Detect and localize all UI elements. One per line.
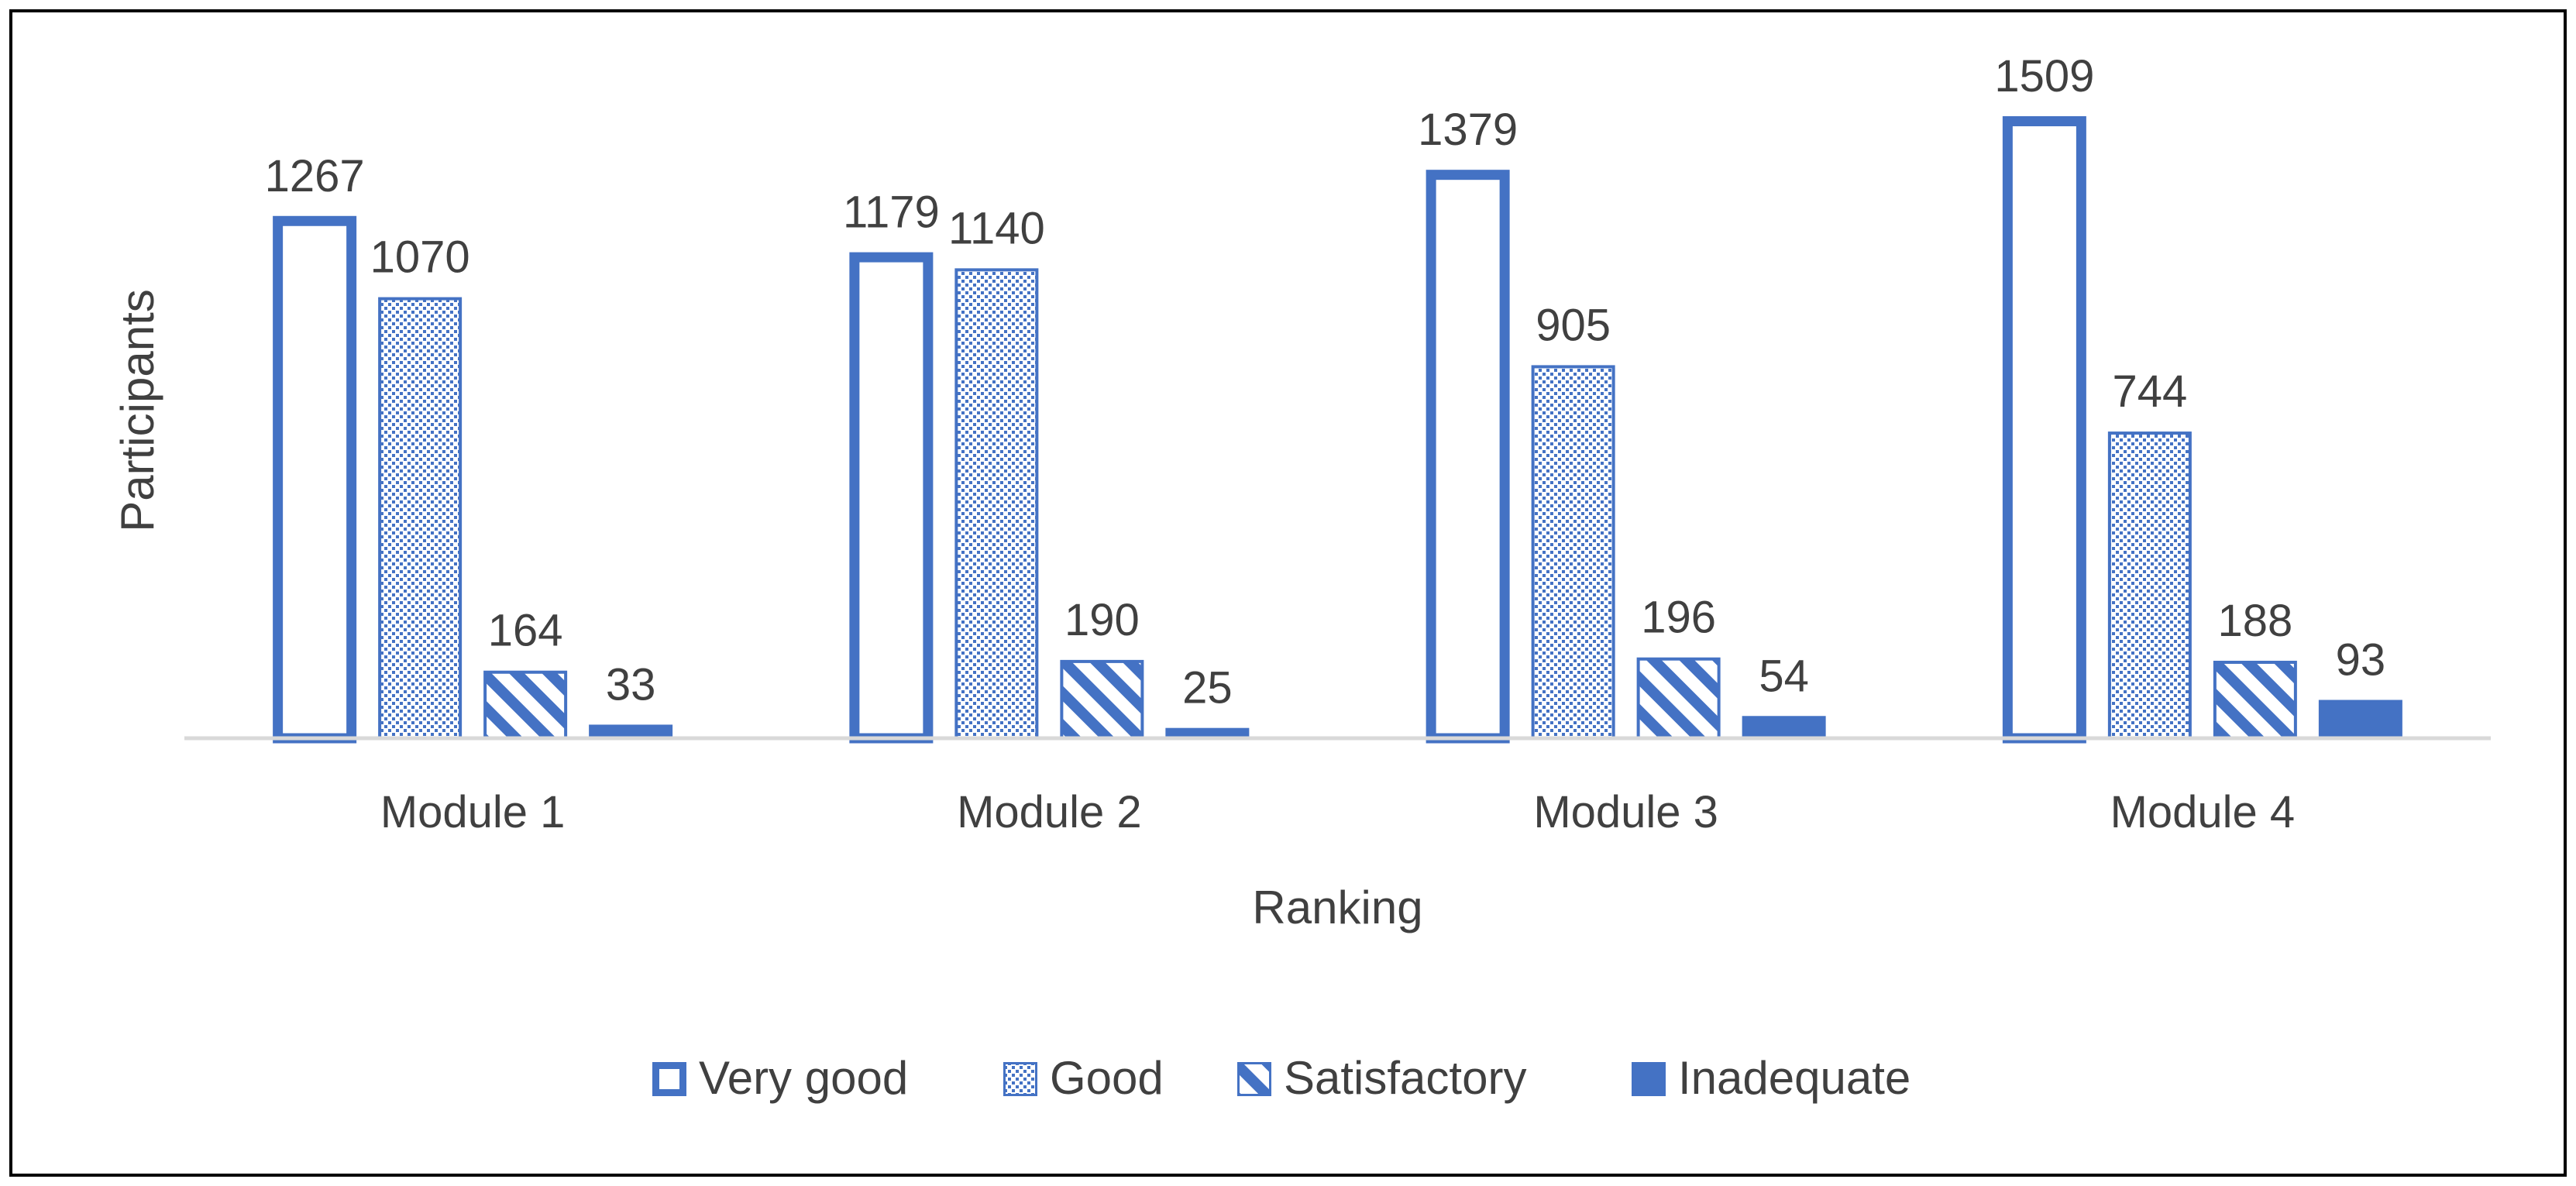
legend-label-inadequate: Inadequate <box>1678 1052 1911 1104</box>
data-label-satisfactory-module-3: 196 <box>1641 593 1716 643</box>
legend-swatch-very-good <box>652 1062 686 1096</box>
legend-label-very-good: Very good <box>699 1052 908 1104</box>
bar-satisfactory-module-2 <box>1060 659 1144 740</box>
bar-very-good-module-2 <box>849 252 934 744</box>
legend-swatch-satisfactory <box>1237 1062 1271 1096</box>
bar-inadequate-module-4 <box>2318 700 2402 738</box>
data-label-good-module-2: 1140 <box>948 203 1045 253</box>
bar-satisfactory-module-4 <box>2213 660 2297 740</box>
data-label-very-good-module-2: 1179 <box>843 187 940 238</box>
x-tick-label-module-1: Module 1 <box>380 787 566 837</box>
bar-satisfactory-module-3 <box>1636 657 1721 740</box>
legend: Very good Good Satisfactory Inadequate <box>652 1052 1911 1104</box>
data-label-very-good-module-4: 1509 <box>1994 51 2094 101</box>
data-label-very-good-module-1: 1267 <box>265 151 365 201</box>
data-label-inadequate-module-3: 54 <box>1759 651 1809 701</box>
data-label-good-module-3: 905 <box>1536 300 1611 350</box>
bar-inadequate-module-2 <box>1165 727 1250 738</box>
bar-very-good-module-3 <box>1426 170 1510 744</box>
bar-satisfactory-module-1 <box>483 670 568 740</box>
data-label-inadequate-module-2: 25 <box>1182 663 1233 713</box>
legend-label-satisfactory: Satisfactory <box>1284 1052 1526 1104</box>
legend-swatch-inadequate <box>1632 1062 1666 1096</box>
x-tick-labels: Module 1 Module 2 Module 3 Module 4 <box>380 787 2295 837</box>
x-tick-label-module-4: Module 4 <box>2110 787 2296 837</box>
bar-good-module-2 <box>954 268 1039 740</box>
y-axis-title: Participants <box>112 289 163 531</box>
x-tick-label-module-2: Module 2 <box>957 787 1142 837</box>
data-label-very-good-module-3: 1379 <box>1418 105 1518 155</box>
bar-good-module-3 <box>1531 365 1615 740</box>
data-label-good-module-1: 1070 <box>370 232 470 283</box>
bar-inadequate-module-1 <box>589 724 673 738</box>
legend-swatch-good <box>1003 1062 1037 1096</box>
data-label-satisfactory-module-2: 190 <box>1064 595 1140 645</box>
bar-very-good-module-4 <box>2002 116 2086 744</box>
x-axis-title: Ranking <box>1252 882 1422 933</box>
data-label-inadequate-module-1: 33 <box>606 659 656 710</box>
bar-good-module-1 <box>378 297 463 740</box>
legend-label-good: Good <box>1050 1052 1164 1104</box>
data-label-good-module-4: 744 <box>2112 366 2187 417</box>
bar-inadequate-module-3 <box>1742 716 1826 738</box>
bar-good-module-4 <box>2107 431 2192 740</box>
data-label-satisfactory-module-1: 164 <box>488 606 563 656</box>
x-tick-label-module-3: Module 3 <box>1533 787 1718 837</box>
data-label-satisfactory-module-4: 188 <box>2217 596 2292 646</box>
data-label-inadequate-module-4: 93 <box>2336 635 2386 686</box>
bar-very-good-module-1 <box>273 215 357 744</box>
